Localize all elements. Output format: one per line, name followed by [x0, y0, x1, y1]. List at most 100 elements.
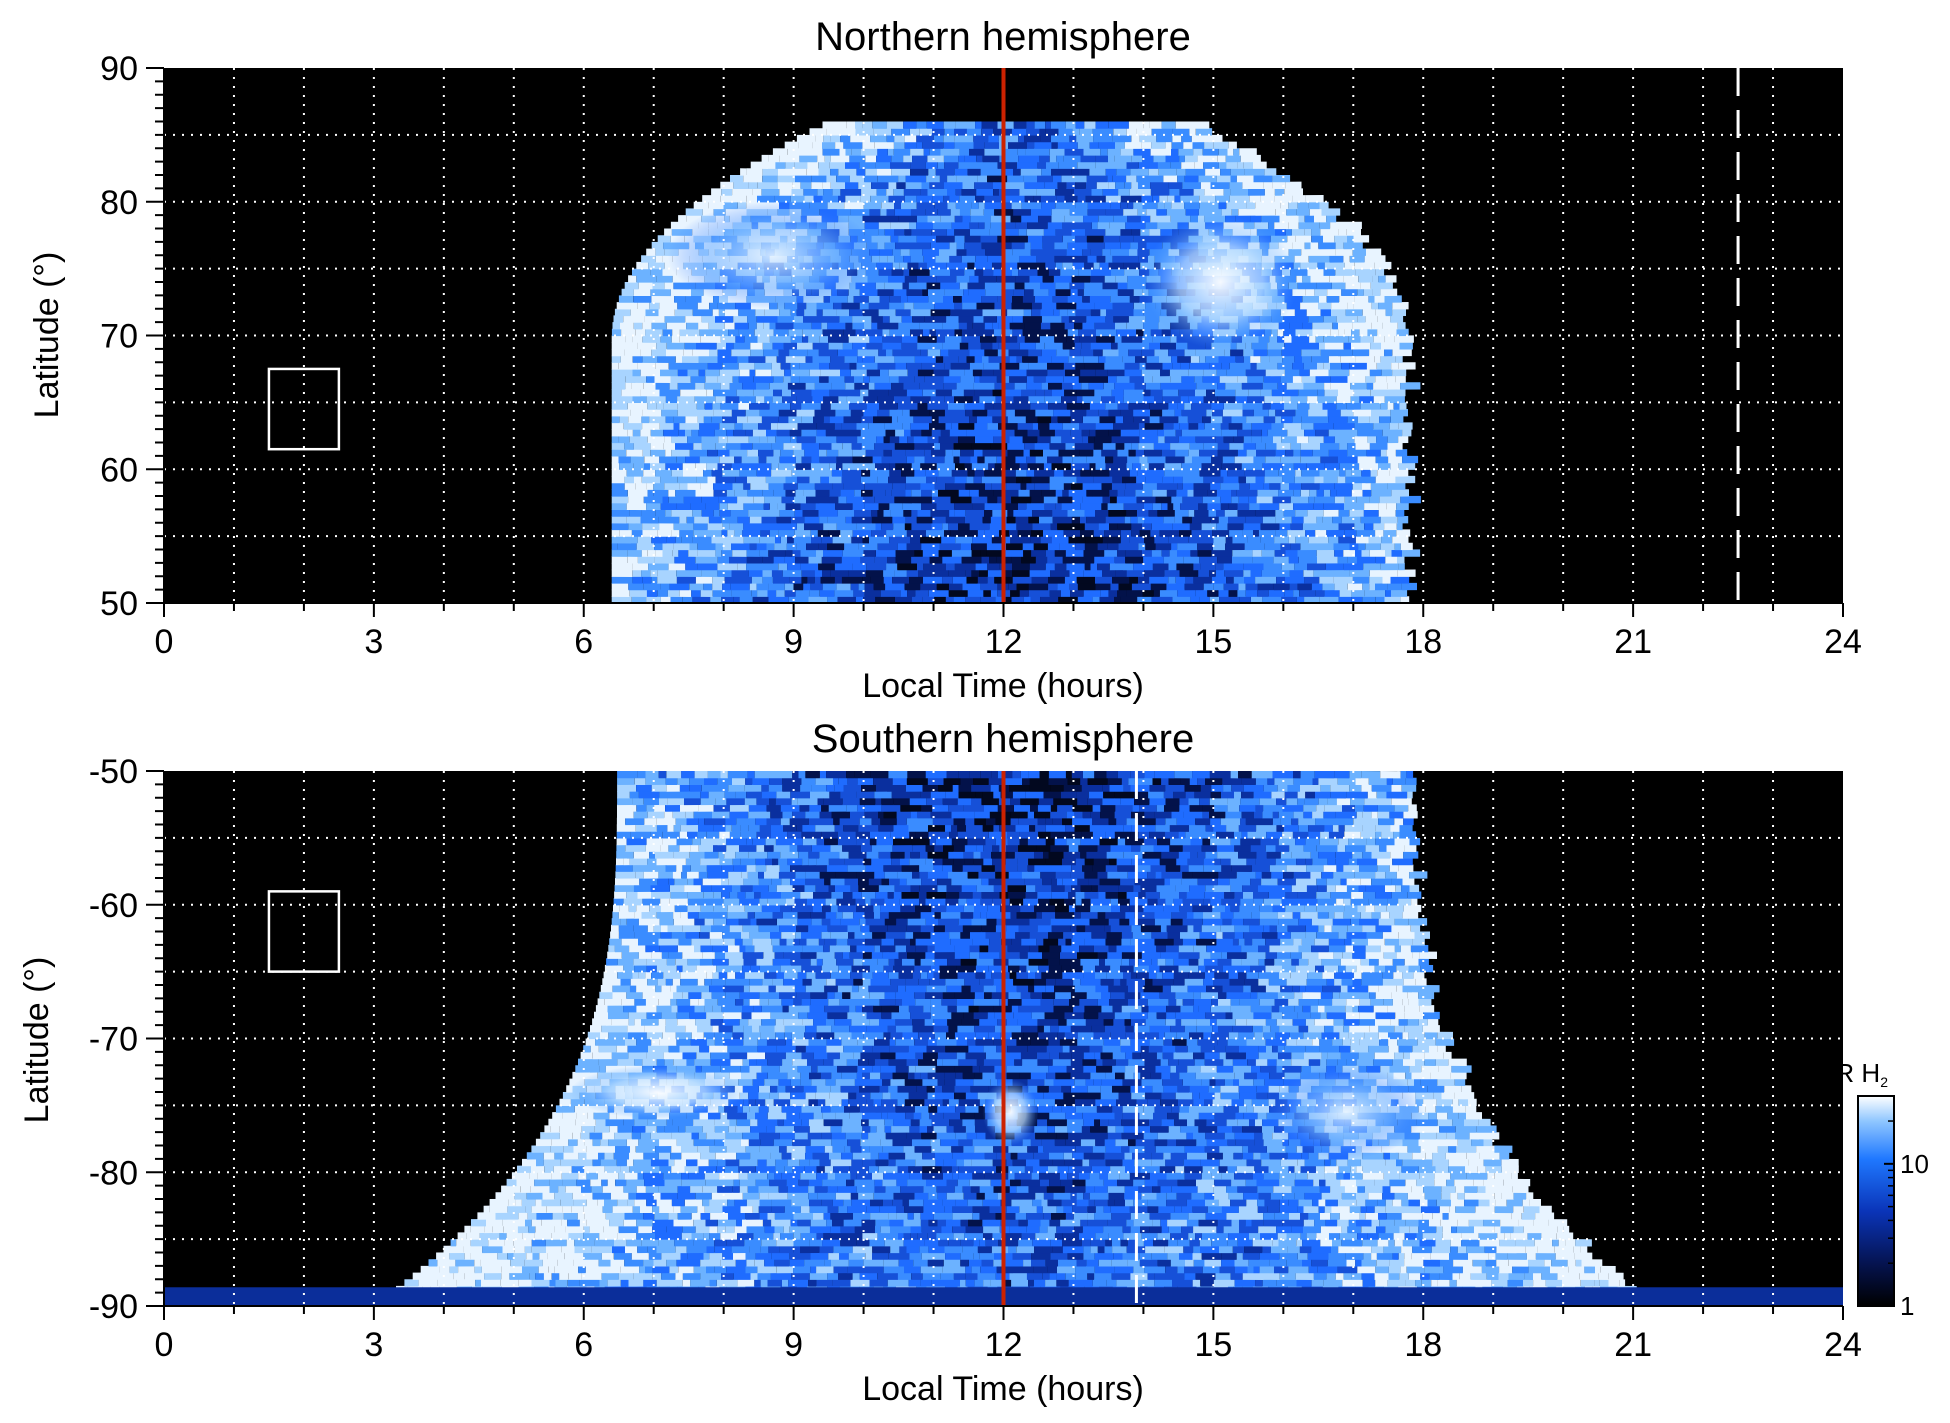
north-emission-streak — [1201, 182, 1211, 189]
south-emission-streak — [732, 1246, 750, 1253]
north-emission-streak — [1164, 202, 1171, 209]
north-emission-streak — [981, 342, 993, 349]
north-emission-streak — [883, 329, 890, 336]
north-emission-streak — [1269, 409, 1275, 416]
north-emission-streak — [1237, 503, 1249, 510]
north-emission-streak — [974, 376, 980, 383]
north-emission-streak — [1243, 409, 1254, 416]
north-emission-streak — [1024, 322, 1041, 329]
north-emission-streak — [1051, 142, 1057, 149]
north-emission-streak — [943, 382, 956, 389]
north-emission-streak — [1203, 496, 1220, 503]
north-emission-streak — [712, 402, 720, 409]
north-emission-streak — [722, 469, 739, 476]
south-emission-streak — [1183, 1246, 1193, 1253]
north-emission-streak — [975, 255, 988, 262]
north-emission-streak — [817, 155, 825, 162]
north-emission-streak — [1244, 436, 1252, 443]
north-emission-streak — [1153, 175, 1164, 182]
north-emission-streak — [937, 503, 955, 510]
north-emission-streak — [1024, 182, 1044, 189]
north-emission-streak — [983, 155, 1000, 162]
south-emission-streak — [1601, 1266, 1616, 1273]
south-emission-streak — [1179, 1253, 1193, 1260]
south-emission-streak — [822, 1239, 840, 1246]
south-emission-streak — [464, 1246, 482, 1253]
north-emission-streak — [1315, 496, 1335, 503]
north-emission-streak — [1224, 436, 1234, 443]
north-emission-streak — [1285, 449, 1293, 456]
north-emission-streak — [1149, 168, 1159, 175]
north-emission-streak — [1133, 563, 1140, 570]
north-emission-streak — [1051, 356, 1068, 363]
north-emission-streak — [719, 503, 727, 510]
north-emission-streak — [871, 509, 877, 516]
north-emission-streak — [1300, 302, 1318, 309]
north-emission-streak — [1008, 416, 1026, 423]
north-emission-streak — [1060, 309, 1068, 316]
north-emission-streak — [1230, 349, 1243, 356]
north-emission-streak — [1145, 422, 1164, 429]
north-emission-streak — [1301, 249, 1309, 256]
south-emission-streak — [1249, 1259, 1270, 1266]
north-emission-streak — [932, 229, 947, 236]
north-emission-streak — [1091, 249, 1102, 256]
north-emission-streak — [719, 422, 734, 429]
north-emission-streak — [835, 503, 852, 510]
north-emission-streak — [1026, 416, 1038, 423]
north-emission-streak — [1269, 335, 1277, 342]
south-emission-streak — [1471, 1279, 1492, 1286]
north-emission-streak — [1031, 242, 1043, 249]
north-emission-streak — [1101, 396, 1115, 403]
north-emission-streak — [1246, 476, 1256, 483]
south-emission-streak — [1387, 1279, 1405, 1286]
south-emission-streak — [503, 1246, 515, 1253]
north-emission-streak — [1149, 342, 1160, 349]
north-emission-streak — [1194, 162, 1203, 169]
north-emission-streak — [1105, 275, 1116, 282]
north-emission-streak — [934, 315, 947, 322]
north-emission-streak — [768, 436, 775, 443]
north-emission-streak — [821, 369, 840, 376]
north-emission-streak — [1109, 523, 1117, 530]
north-y-axis-label: Latitude (°) — [28, 252, 66, 419]
north-emission-streak — [841, 429, 861, 436]
north-emission-streak — [793, 449, 804, 456]
north-emission-streak — [1285, 576, 1304, 583]
north-emission-streak — [1301, 349, 1321, 356]
north-emission-streak — [1034, 376, 1046, 383]
north-emission-streak — [1224, 570, 1243, 577]
north-emission-streak — [1198, 503, 1207, 510]
north-emission-streak — [612, 576, 633, 583]
north-emission-streak — [1171, 496, 1182, 503]
north-emission-streak — [816, 436, 837, 443]
north-emission-streak — [1178, 402, 1185, 409]
north-emission-streak — [928, 168, 936, 175]
north-emission-streak — [1029, 583, 1048, 590]
north-emission-streak — [1312, 322, 1332, 329]
south-emission-streak — [591, 1246, 612, 1253]
north-emission-streak — [1091, 269, 1111, 276]
north-emission-streak — [967, 322, 973, 329]
north-emission-streak — [1265, 469, 1278, 476]
north-emission-streak — [815, 503, 835, 510]
north-emission-streak — [1170, 335, 1176, 342]
north-emission-streak — [988, 576, 995, 583]
north-emission-streak — [740, 168, 746, 175]
north-emission-streak — [956, 122, 976, 129]
north-emission-streak — [664, 483, 679, 490]
south-emission-streak — [1034, 1266, 1048, 1273]
north-emission-streak — [1251, 436, 1262, 443]
north-emission-streak — [1218, 449, 1238, 456]
north-emission-streak — [970, 222, 979, 229]
north-emission-streak — [1289, 556, 1299, 563]
north-emission-streak — [663, 269, 669, 276]
north-emission-streak — [1166, 583, 1184, 590]
north-emission-streak — [1329, 369, 1350, 376]
north-emission-streak — [693, 523, 707, 530]
north-emission-streak — [1036, 556, 1047, 563]
north-emission-streak — [1070, 583, 1078, 590]
north-emission-streak — [1077, 576, 1095, 583]
south-emission-streak — [1184, 1266, 1203, 1273]
north-emission-streak — [687, 436, 701, 443]
